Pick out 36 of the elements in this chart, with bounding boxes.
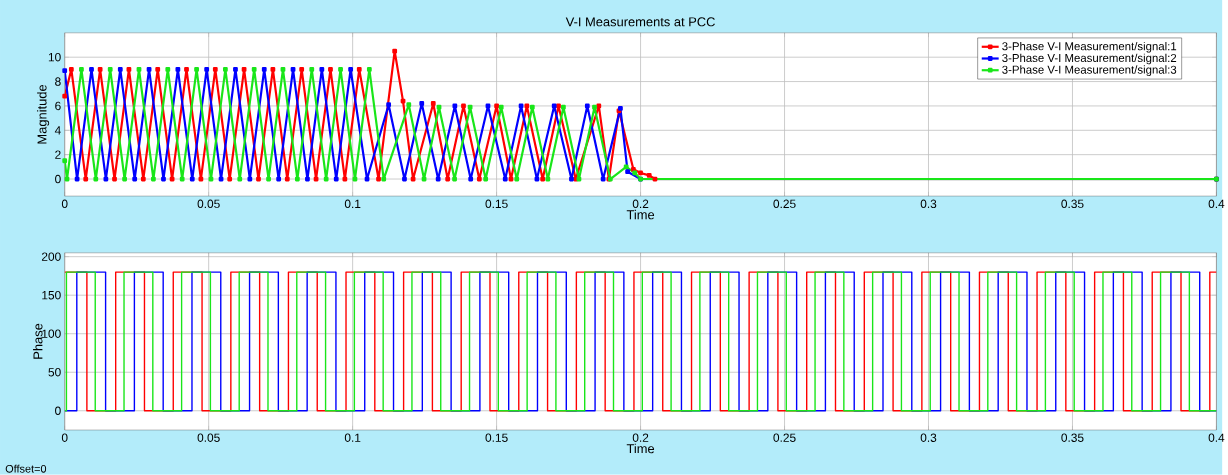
x-tick-label: 0.05 <box>197 433 220 443</box>
x-tick-label: 0.2 <box>632 199 649 209</box>
chart-title: V-I Measurements at PCC <box>565 17 715 27</box>
x-tick-label: 0.35 <box>1061 199 1084 209</box>
x-tick-label: 0.3 <box>920 199 937 209</box>
y-tick-label: 6 <box>55 101 61 111</box>
y-tick-label: 100 <box>42 329 61 339</box>
y-tick-label: 4 <box>54 126 61 135</box>
y-axis-title: Magnitude <box>37 85 50 144</box>
y-tick-label: 200 <box>41 252 61 261</box>
legend-label: 3-Phase V-I Measurement/signal:3 <box>1002 65 1177 77</box>
y-tick-label: 2 <box>55 150 61 159</box>
x-tick-label: 0.4 <box>1208 199 1225 209</box>
text: Offset=0 <box>5 464 47 473</box>
legend-label: 3-Phase V-I Measurement/signal:1 <box>1002 42 1177 53</box>
x-tick-label: 0.4 <box>1208 433 1225 443</box>
y-axis-title: Phase <box>33 323 43 359</box>
y-tick-label: 50 <box>48 368 61 377</box>
y-tick-label: 0 <box>55 406 61 416</box>
legend-label: 3-Phase V-I Measurement/signal:2 <box>1002 53 1177 65</box>
x-tick-label: 0.05 <box>197 199 220 209</box>
x-tick-label: 0.25 <box>773 199 796 209</box>
y-tick-label: 150 <box>42 291 61 300</box>
x-axis-title: Time <box>626 209 655 220</box>
x-tick-label: 0.35 <box>1061 433 1084 443</box>
x-tick-label: 0.1 <box>344 433 361 443</box>
x-tick-label: 0.1 <box>344 199 361 209</box>
x-tick-label: 0.15 <box>485 433 508 443</box>
x-tick-label: 0.15 <box>485 199 508 209</box>
x-tick-label: 0.25 <box>773 433 796 443</box>
x-axis-title: Time <box>626 443 655 454</box>
y-tick-label: 0 <box>55 174 61 184</box>
x-tick-label: 0.3 <box>920 433 937 443</box>
x-tick-label: 0.2 <box>632 433 649 443</box>
y-tick-label: 8 <box>55 77 61 86</box>
y-tick-label: 10 <box>48 53 61 62</box>
